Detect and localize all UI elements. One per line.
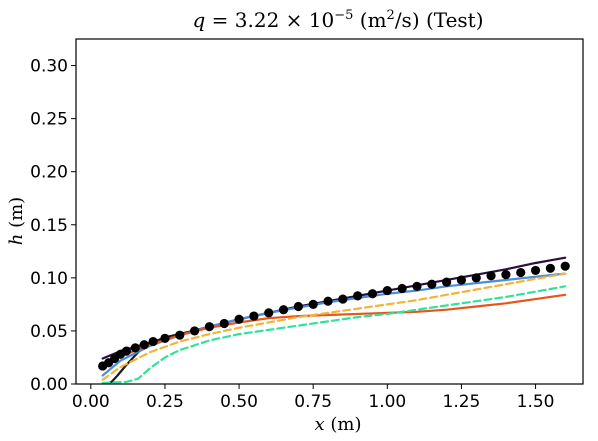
data-point — [412, 281, 422, 291]
data-point — [427, 279, 437, 289]
data-point — [249, 311, 259, 321]
data-point — [353, 291, 363, 301]
series-line-5 — [101, 272, 567, 381]
y-tick-label: 0.15 — [30, 216, 68, 236]
data-point — [530, 265, 541, 276]
data-point — [160, 333, 170, 343]
data-point — [471, 273, 481, 283]
data-point — [308, 299, 318, 309]
data-point — [293, 301, 303, 312]
data-point — [397, 283, 407, 294]
y-axis: 0.00 0.05 0.10 0.15 0.20 0.25 0.30 — [30, 57, 76, 395]
data-point — [219, 318, 229, 329]
data-point — [501, 270, 511, 280]
data-point — [139, 340, 149, 350]
y-tick-label: 0.20 — [30, 163, 68, 183]
plot-frame — [75, 38, 584, 385]
chart-title: q = 3.22 × 10−5 (m2/s) (Test) — [192, 8, 483, 32]
data-point — [175, 330, 185, 340]
x-tick-label: 1.25 — [443, 392, 481, 412]
y-tick-label: 0.00 — [30, 375, 68, 395]
data-point — [545, 263, 555, 273]
data-point — [367, 289, 378, 299]
series-line-4 — [101, 293, 567, 366]
data-point — [264, 308, 274, 318]
plot-content — [98, 256, 570, 384]
data-point — [560, 261, 570, 271]
data-point — [234, 314, 244, 324]
data-point — [189, 326, 200, 336]
x-tick-label: 0.25 — [146, 392, 184, 412]
data-point — [130, 343, 140, 353]
data-point — [121, 346, 132, 356]
x-tick-label: 0.75 — [294, 392, 332, 412]
data-point — [204, 322, 215, 332]
data-point — [442, 277, 452, 287]
data-point — [148, 336, 158, 347]
x-axis-label: x (m) — [315, 414, 362, 435]
plot-area — [75, 38, 584, 385]
y-tick-label: 0.25 — [30, 110, 68, 130]
x-tick-label: 1.50 — [517, 392, 555, 412]
series-line-6 — [101, 285, 567, 384]
x-tick-label: 0.00 — [72, 392, 110, 412]
data-point — [278, 305, 289, 315]
data-point — [323, 296, 333, 306]
y-axis-label: h (m) — [6, 197, 27, 245]
data-point — [486, 271, 496, 281]
data-point — [338, 294, 348, 304]
y-tick-label: 0.05 — [30, 322, 68, 342]
x-tick-label: 0.50 — [220, 392, 258, 412]
y-tick-label: 0.30 — [30, 57, 68, 77]
data-point — [516, 267, 526, 278]
x-axis: 0.00 0.25 0.50 0.75 1.00 1.25 1.50 — [72, 384, 555, 412]
data-point — [382, 285, 392, 296]
y-tick-label: 0.10 — [30, 269, 68, 289]
measured-data-points — [98, 261, 570, 371]
series-line-3 — [101, 272, 567, 377]
data-point — [456, 275, 467, 285]
x-tick-label: 1.00 — [368, 392, 406, 412]
